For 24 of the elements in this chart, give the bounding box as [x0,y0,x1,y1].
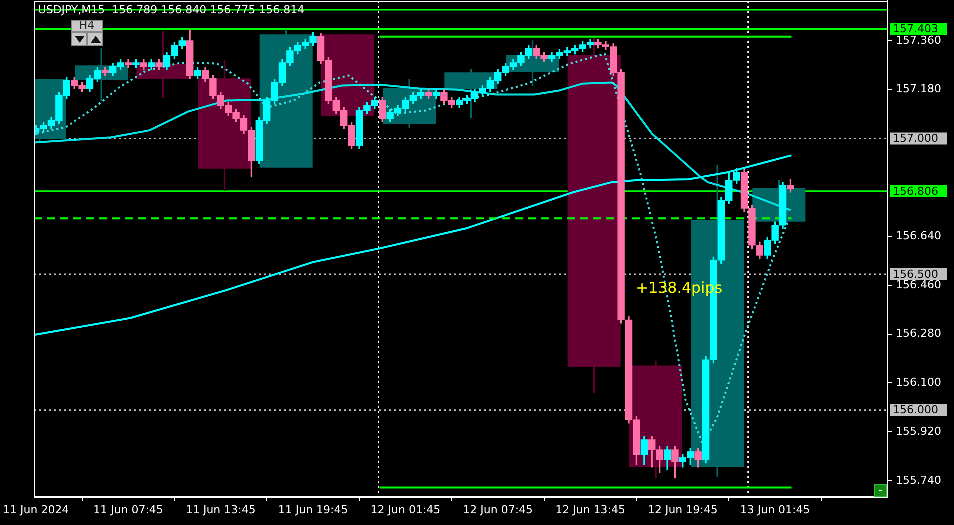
x-tick-label: 12 Jun 01:45 [370,503,441,516]
ref-line-label: 156.000 [893,404,938,417]
x-tick-label: 11 Jun 19:45 [278,503,348,516]
x-tick-label: 11 Jun 07:45 [94,503,164,516]
y-tick-label: 157.360 [896,34,942,47]
y-tick-label: 155.740 [896,474,942,487]
x-tick-label: 12 Jun 13:45 [556,503,626,516]
ref-line-label: 156.806 [893,184,938,198]
x-tick-label: 12 Jun 19:45 [648,503,718,516]
y-tick-label: 156.100 [896,376,942,390]
y-tick-label: 156.640 [896,229,942,242]
line-series [36,52,789,446]
y-tick-label: 157.180 [896,82,942,96]
y-tick-label: 155.920 [896,424,942,438]
y-tick-label: 156.280 [896,327,942,340]
x-tick-label: 11 Jun 13:45 [186,503,256,516]
annotation: H4 [71,19,103,32]
y-tick-label: 156.460 [896,278,942,292]
x-tick-label: 12 Jun 07:45 [463,503,534,516]
ref-line-label: 157.403 [893,22,938,36]
ref-line-label: 157.000 [893,132,938,146]
x-tick-label: 11 Jun 2024 [3,503,70,516]
x-tick-label: 13 Jun 01:45 [740,503,810,516]
ref-line-label: 156.500 [893,268,938,281]
